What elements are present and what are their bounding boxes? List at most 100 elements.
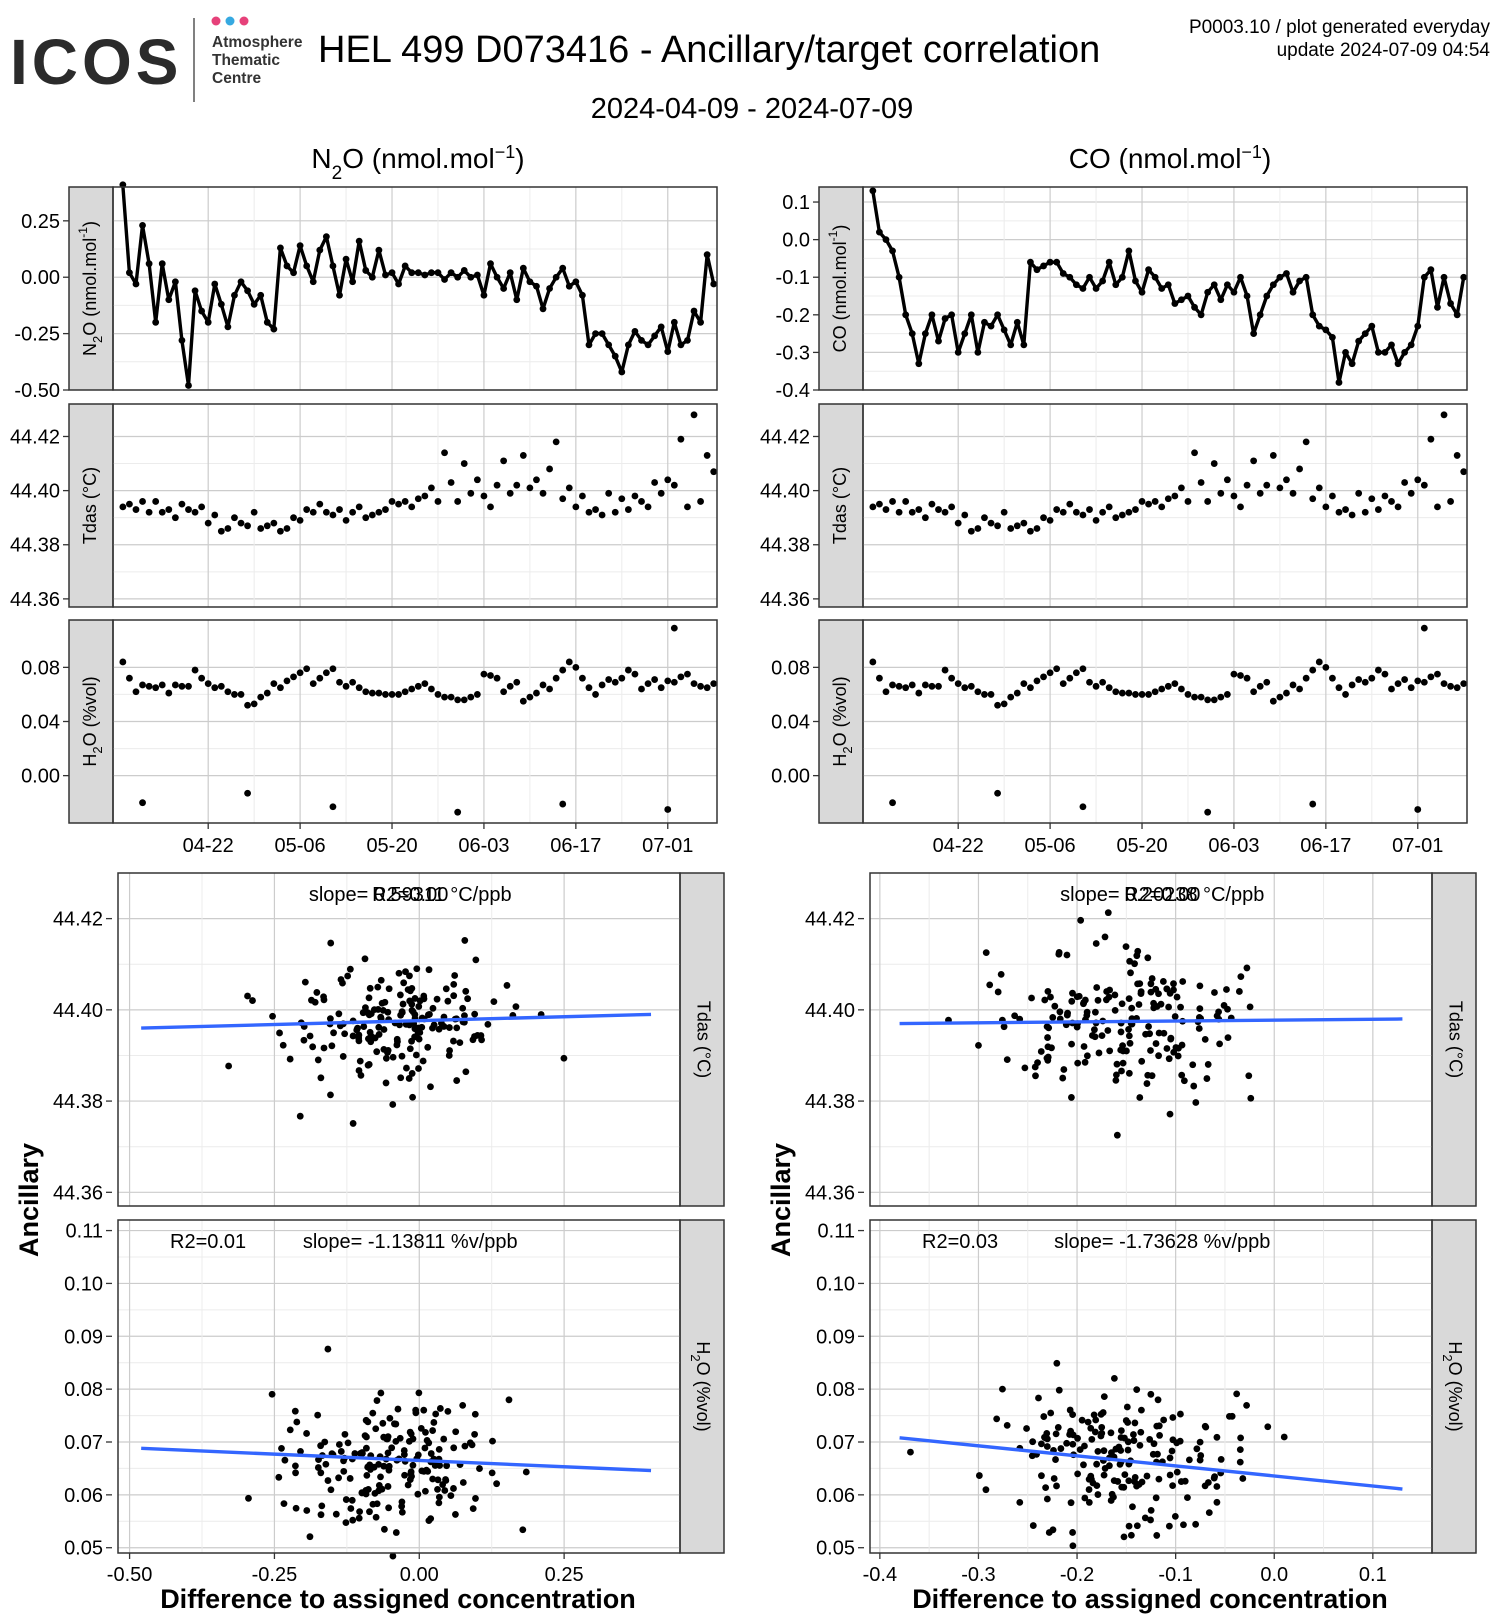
data-point bbox=[1013, 318, 1021, 326]
column-title-n2o: N2O (nmol.mol−1) bbox=[311, 142, 524, 184]
timeseries-panel-0-1: Tdas (°C) 44.36 44.38 44.40 44.42 bbox=[10, 403, 718, 611]
data-point bbox=[456, 1039, 464, 1046]
data-point bbox=[690, 680, 698, 688]
data-point bbox=[684, 336, 691, 344]
data-point bbox=[1151, 273, 1159, 281]
data-point bbox=[539, 305, 547, 313]
data-point bbox=[869, 658, 877, 666]
y-tick-label: 0.05 bbox=[816, 1538, 855, 1560]
plot-background bbox=[870, 873, 1432, 1206]
data-point bbox=[546, 685, 553, 693]
data-point bbox=[526, 693, 534, 701]
data-point bbox=[677, 341, 685, 349]
data-point bbox=[1067, 1499, 1075, 1507]
data-point bbox=[967, 311, 975, 319]
data-point bbox=[344, 1439, 352, 1447]
data-point bbox=[1000, 326, 1008, 334]
data-point bbox=[1196, 1438, 1204, 1446]
y-tick-label: 44.36 bbox=[760, 589, 810, 611]
data-point bbox=[928, 500, 936, 508]
data-point bbox=[908, 330, 916, 338]
data-point bbox=[1152, 1494, 1160, 1502]
data-point bbox=[572, 278, 580, 286]
data-point bbox=[276, 1029, 283, 1037]
data-point bbox=[895, 682, 903, 690]
outlier-point bbox=[139, 799, 146, 807]
facet-label: CO (nmol.mol-1) bbox=[826, 225, 850, 353]
data-point bbox=[313, 989, 321, 996]
y-tick-label: 0.06 bbox=[816, 1485, 855, 1507]
data-point bbox=[1125, 1477, 1133, 1485]
data-point bbox=[1414, 677, 1422, 685]
data-point bbox=[1160, 1416, 1168, 1424]
data-point bbox=[211, 684, 219, 692]
data-point bbox=[384, 1483, 392, 1490]
facet-strip bbox=[68, 619, 114, 824]
data-point bbox=[1124, 1446, 1132, 1454]
data-point bbox=[1068, 997, 1076, 1005]
data-point bbox=[461, 1442, 469, 1450]
data-point bbox=[446, 1047, 453, 1054]
data-point bbox=[1147, 1516, 1154, 1524]
data-point bbox=[1076, 1446, 1084, 1454]
data-point bbox=[677, 673, 685, 681]
data-point bbox=[435, 1445, 443, 1453]
data-point bbox=[1388, 685, 1395, 693]
data-point bbox=[185, 682, 192, 690]
data-point bbox=[292, 1504, 300, 1512]
data-point bbox=[1342, 349, 1349, 356]
data-point bbox=[1315, 658, 1323, 666]
data-point bbox=[1224, 1034, 1232, 1042]
data-point bbox=[1177, 1003, 1184, 1011]
data-point bbox=[326, 1015, 334, 1023]
data-point bbox=[513, 481, 521, 489]
data-point bbox=[1427, 435, 1435, 443]
data-point bbox=[349, 1516, 357, 1524]
data-point bbox=[1131, 1419, 1139, 1427]
data-point bbox=[631, 492, 639, 500]
data-point bbox=[1021, 1064, 1029, 1072]
data-point bbox=[1145, 691, 1152, 698]
data-point bbox=[447, 1492, 455, 1499]
data-point bbox=[1083, 1011, 1091, 1019]
data-point bbox=[1335, 684, 1343, 692]
data-point bbox=[1032, 1072, 1039, 1080]
data-point bbox=[1192, 1099, 1200, 1106]
data-point bbox=[1201, 1035, 1209, 1043]
data-point bbox=[967, 682, 975, 690]
data-point bbox=[454, 696, 462, 704]
data-point bbox=[1091, 1026, 1098, 1034]
data-point bbox=[341, 1030, 349, 1038]
data-point bbox=[1434, 303, 1441, 311]
data-point bbox=[316, 246, 324, 254]
data-point bbox=[559, 495, 567, 503]
data-point bbox=[480, 492, 488, 500]
data-point bbox=[1302, 438, 1310, 446]
data-point bbox=[1192, 1520, 1200, 1528]
data-point bbox=[1007, 525, 1015, 532]
page-subtitle: 2024-04-09 - 2024-07-09 bbox=[591, 93, 913, 125]
data-point bbox=[1141, 1514, 1149, 1522]
data-point bbox=[948, 311, 956, 319]
data-point bbox=[316, 674, 324, 682]
data-point bbox=[994, 522, 1001, 530]
data-point bbox=[1089, 1479, 1097, 1487]
slope-label: slope= -1.13811 %v/ppb bbox=[303, 1231, 518, 1253]
data-point bbox=[1460, 680, 1468, 688]
data-point bbox=[1118, 1483, 1126, 1491]
data-point bbox=[342, 516, 350, 524]
data-point bbox=[1322, 326, 1330, 334]
data-point bbox=[1047, 1409, 1055, 1417]
data-point bbox=[460, 267, 468, 274]
data-point bbox=[539, 489, 547, 497]
data-point bbox=[394, 1405, 402, 1413]
data-point bbox=[400, 979, 408, 987]
data-point bbox=[340, 1457, 347, 1465]
data-point bbox=[503, 982, 511, 989]
data-point bbox=[355, 1514, 363, 1522]
data-point bbox=[1027, 527, 1034, 535]
data-point bbox=[309, 680, 317, 688]
data-point bbox=[1164, 495, 1172, 503]
fit-line bbox=[141, 1012, 652, 1030]
r2-label: R2=0.03 bbox=[922, 1231, 998, 1253]
